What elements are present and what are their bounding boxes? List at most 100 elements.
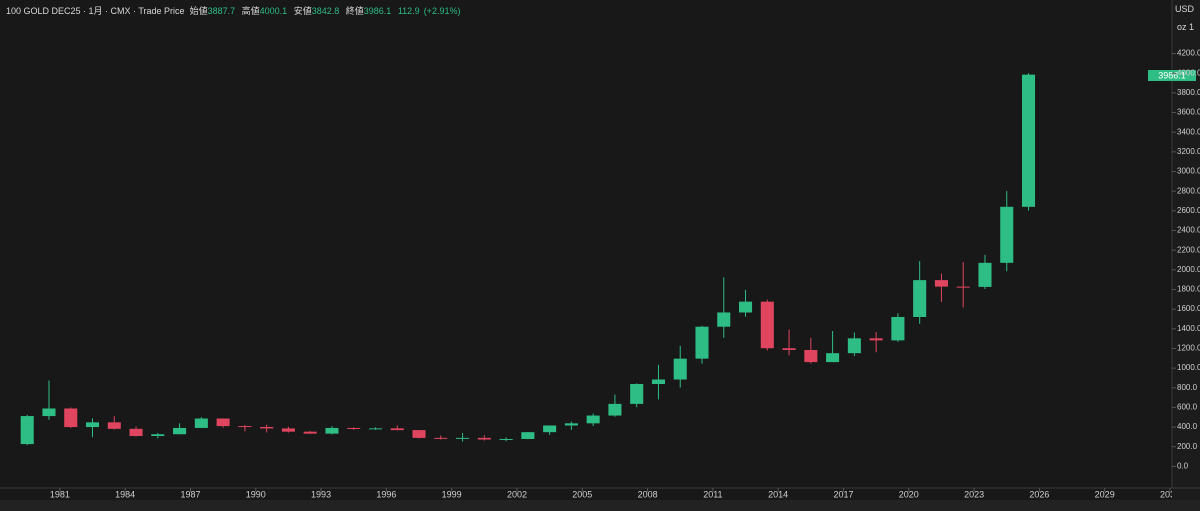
candle-body	[739, 301, 753, 313]
candle-body	[804, 350, 818, 363]
instrument-title: 100 GOLD DEC25 · 1月 · CMX · Trade Price	[6, 6, 185, 16]
x-tick-label: 1993	[311, 489, 331, 499]
candle-body	[956, 286, 970, 288]
candle-body	[782, 348, 796, 351]
candle-body	[673, 358, 687, 380]
candle-body	[630, 384, 644, 404]
x-tick-label: 2011	[703, 489, 722, 499]
y-tick-label: 4200.0	[1177, 49, 1200, 58]
y-tick-label: 3400.0	[1177, 127, 1200, 136]
currency[interactable]: USD	[1174, 4, 1194, 14]
candle-body	[586, 415, 600, 424]
candle-body	[434, 437, 448, 439]
y-tick-label: 1400.0	[1177, 324, 1200, 333]
candle-body	[42, 408, 56, 417]
header: 100 GOLD DEC25 · 1月 · CMX · Trade Price …	[6, 4, 464, 17]
y-tick-label: 1000.0	[1177, 363, 1200, 372]
candle-body	[368, 428, 383, 430]
unit[interactable]: oz 1	[1176, 22, 1194, 32]
y-tick-label: 2600.0	[1177, 206, 1200, 215]
y-tick-label: 3200.0	[1177, 147, 1200, 156]
candle-body	[499, 438, 513, 440]
x-tick-label: 2002	[507, 489, 527, 499]
high-value: 4000.1	[259, 6, 288, 16]
candle-body	[85, 422, 100, 428]
candle-body	[260, 426, 274, 429]
y-tick-label: 2800.0	[1177, 186, 1200, 195]
candle-body	[1000, 206, 1014, 263]
toolbar	[0, 500, 1200, 511]
candle-body	[477, 437, 491, 440]
last-price-tag	[1148, 70, 1196, 81]
candle-body	[760, 301, 774, 349]
x-tick-label: 1996	[376, 489, 396, 499]
y-tick-label: 1800.0	[1177, 285, 1200, 294]
candle-body	[978, 262, 992, 287]
candle-body	[891, 316, 905, 341]
candle-body	[695, 326, 709, 359]
candle-body	[412, 430, 426, 438]
x-tick-label: 1990	[246, 489, 266, 499]
high-label: 高値	[241, 6, 260, 16]
y-tick-label: 1200.0	[1177, 344, 1200, 353]
y-tick-label: 3000.0	[1177, 167, 1200, 176]
candle-body	[303, 431, 317, 434]
y-tick-label: 2000.0	[1177, 265, 1200, 274]
candle-body	[717, 312, 731, 327]
candle-body	[173, 427, 187, 435]
x-tick-label: 1999	[442, 489, 462, 499]
y-tick-label: 4000.0	[1177, 68, 1200, 77]
y-tick-label: 400.0	[1177, 422, 1198, 431]
open-label: 始値	[189, 6, 208, 16]
candle-body	[826, 353, 840, 363]
candle-body	[390, 428, 404, 431]
candle-body	[456, 437, 470, 439]
x-tick-label: 2005	[572, 489, 592, 499]
candle-body	[194, 418, 208, 428]
x-tick-label: 2014	[768, 489, 788, 499]
x-tick-label: 1981	[50, 489, 70, 499]
change-value: 112.9	[397, 6, 420, 16]
candle-body	[151, 434, 165, 437]
x-tick-label: 2026	[1029, 489, 1049, 499]
y-tick-label: 2400.0	[1177, 226, 1200, 235]
open-value: 3887.7	[207, 6, 236, 16]
candle-body	[64, 408, 78, 428]
x-tick-label: 2020	[899, 489, 919, 499]
candle-body	[20, 416, 34, 445]
candle-body	[651, 379, 665, 385]
candle-body	[521, 432, 535, 439]
last-price: 3986.1	[1158, 70, 1186, 80]
candle-body	[1021, 74, 1036, 207]
y-tick-label: 3600.0	[1177, 108, 1200, 117]
y-tick-label: 800.0	[1177, 383, 1198, 392]
price-axis-panel	[1172, 0, 1200, 511]
close-value: 3986.1	[363, 6, 392, 16]
x-tick-label: 2023	[964, 489, 984, 499]
candle-body	[869, 338, 883, 341]
low-value: 3842.8	[311, 6, 340, 16]
x-tick-label: 1984	[115, 489, 135, 499]
y-tick-label: 0.0	[1177, 461, 1189, 470]
y-tick-label: 3800.0	[1177, 88, 1200, 97]
candle-body	[325, 427, 339, 434]
x-tick-label: 2008	[638, 489, 658, 499]
candle-body	[347, 427, 361, 429]
close-label: 終値	[345, 6, 364, 16]
candle-body	[281, 428, 295, 432]
candle-body	[564, 423, 578, 426]
candle-body	[847, 338, 861, 354]
x-tick-label: 2032	[1160, 489, 1180, 499]
low-label: 安値	[293, 6, 312, 16]
candle-body	[608, 403, 622, 416]
x-tick-label: 2029	[1095, 489, 1115, 499]
candle-body	[129, 428, 143, 437]
x-tick-label: 1987	[180, 489, 200, 499]
candle-body	[216, 418, 230, 427]
candle-body	[913, 280, 927, 317]
y-tick-label: 2200.0	[1177, 245, 1200, 254]
candle-body	[238, 426, 252, 428]
y-tick-label: 600.0	[1177, 403, 1198, 412]
